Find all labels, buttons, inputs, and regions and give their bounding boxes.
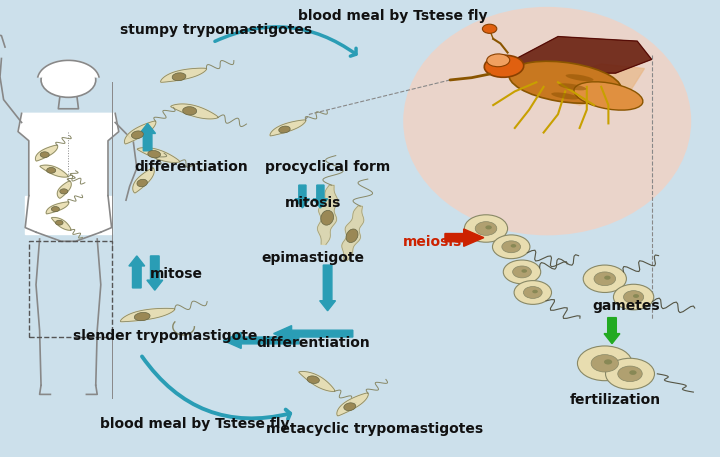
- Ellipse shape: [307, 376, 320, 383]
- Ellipse shape: [574, 82, 643, 110]
- Ellipse shape: [148, 150, 161, 158]
- Polygon shape: [46, 202, 69, 214]
- Text: differentiation: differentiation: [256, 336, 370, 350]
- Ellipse shape: [55, 220, 63, 225]
- Circle shape: [513, 266, 531, 278]
- Polygon shape: [25, 196, 112, 234]
- Circle shape: [633, 294, 639, 298]
- Polygon shape: [161, 68, 207, 82]
- Polygon shape: [536, 64, 644, 105]
- Polygon shape: [132, 168, 154, 193]
- Ellipse shape: [183, 106, 197, 115]
- Polygon shape: [337, 393, 369, 416]
- Ellipse shape: [60, 189, 68, 194]
- Ellipse shape: [487, 54, 510, 67]
- Ellipse shape: [344, 403, 356, 411]
- Circle shape: [475, 222, 497, 235]
- Ellipse shape: [403, 7, 691, 235]
- Text: metacyclic trypomastigotes: metacyclic trypomastigotes: [266, 422, 483, 436]
- Text: mitose: mitose: [150, 267, 203, 281]
- Ellipse shape: [40, 152, 49, 158]
- Circle shape: [624, 291, 644, 303]
- Ellipse shape: [321, 210, 333, 225]
- Circle shape: [604, 359, 612, 365]
- Circle shape: [532, 290, 538, 293]
- Ellipse shape: [485, 55, 523, 77]
- Circle shape: [464, 215, 508, 242]
- Ellipse shape: [279, 126, 290, 133]
- Polygon shape: [40, 165, 68, 177]
- FancyArrow shape: [147, 256, 163, 290]
- Circle shape: [604, 276, 611, 280]
- Polygon shape: [171, 104, 218, 119]
- Ellipse shape: [346, 229, 358, 243]
- Text: blood meal by Tstese fly: blood meal by Tstese fly: [99, 417, 289, 431]
- Circle shape: [594, 272, 616, 286]
- Circle shape: [521, 269, 527, 273]
- Polygon shape: [120, 308, 175, 322]
- Polygon shape: [342, 206, 364, 260]
- Text: fertilization: fertilization: [570, 393, 661, 407]
- Ellipse shape: [172, 73, 186, 81]
- Circle shape: [502, 241, 521, 253]
- FancyArrow shape: [274, 325, 353, 342]
- FancyArrow shape: [140, 123, 156, 151]
- Ellipse shape: [47, 167, 55, 173]
- Ellipse shape: [132, 131, 143, 139]
- FancyArrow shape: [313, 185, 328, 208]
- Polygon shape: [270, 120, 306, 136]
- FancyArrow shape: [320, 265, 336, 311]
- Ellipse shape: [552, 92, 579, 100]
- Text: epimastigote: epimastigote: [261, 251, 365, 265]
- Ellipse shape: [51, 207, 60, 212]
- FancyArrow shape: [223, 333, 299, 348]
- Text: procyclical form: procyclical form: [265, 160, 390, 174]
- Polygon shape: [299, 372, 335, 392]
- Text: blood meal by Tstese fly: blood meal by Tstese fly: [297, 9, 487, 23]
- Circle shape: [618, 366, 642, 382]
- Circle shape: [514, 281, 552, 304]
- Circle shape: [41, 63, 96, 97]
- Polygon shape: [318, 185, 338, 244]
- Circle shape: [510, 244, 516, 248]
- Text: gametes: gametes: [593, 299, 660, 313]
- FancyArrow shape: [445, 229, 484, 246]
- Ellipse shape: [135, 313, 150, 321]
- Circle shape: [629, 370, 636, 375]
- FancyArrow shape: [295, 185, 310, 208]
- Polygon shape: [125, 121, 156, 144]
- Text: stumpy trypomastigotes: stumpy trypomastigotes: [120, 23, 312, 37]
- Circle shape: [482, 24, 497, 33]
- Circle shape: [591, 355, 618, 372]
- Ellipse shape: [566, 74, 593, 81]
- Circle shape: [577, 346, 632, 381]
- Circle shape: [613, 284, 654, 310]
- Polygon shape: [138, 148, 180, 163]
- Text: differentiation: differentiation: [134, 160, 248, 174]
- Polygon shape: [52, 218, 71, 230]
- Ellipse shape: [559, 83, 586, 90]
- Ellipse shape: [137, 179, 148, 187]
- Circle shape: [606, 358, 654, 389]
- Polygon shape: [35, 145, 58, 161]
- Bar: [29, 241, 112, 337]
- Text: meiosis: meiosis: [402, 235, 462, 249]
- Ellipse shape: [509, 61, 621, 103]
- FancyArrow shape: [129, 256, 145, 288]
- Circle shape: [492, 235, 530, 259]
- Circle shape: [485, 225, 492, 229]
- Polygon shape: [58, 181, 71, 198]
- Circle shape: [583, 265, 626, 292]
- Polygon shape: [18, 113, 119, 196]
- Circle shape: [523, 287, 542, 298]
- Polygon shape: [38, 60, 99, 77]
- Text: slender trypomastigote: slender trypomastigote: [73, 329, 258, 343]
- FancyArrow shape: [604, 318, 620, 344]
- Circle shape: [503, 260, 541, 284]
- Polygon shape: [515, 37, 652, 73]
- Text: mitosis: mitosis: [285, 197, 341, 210]
